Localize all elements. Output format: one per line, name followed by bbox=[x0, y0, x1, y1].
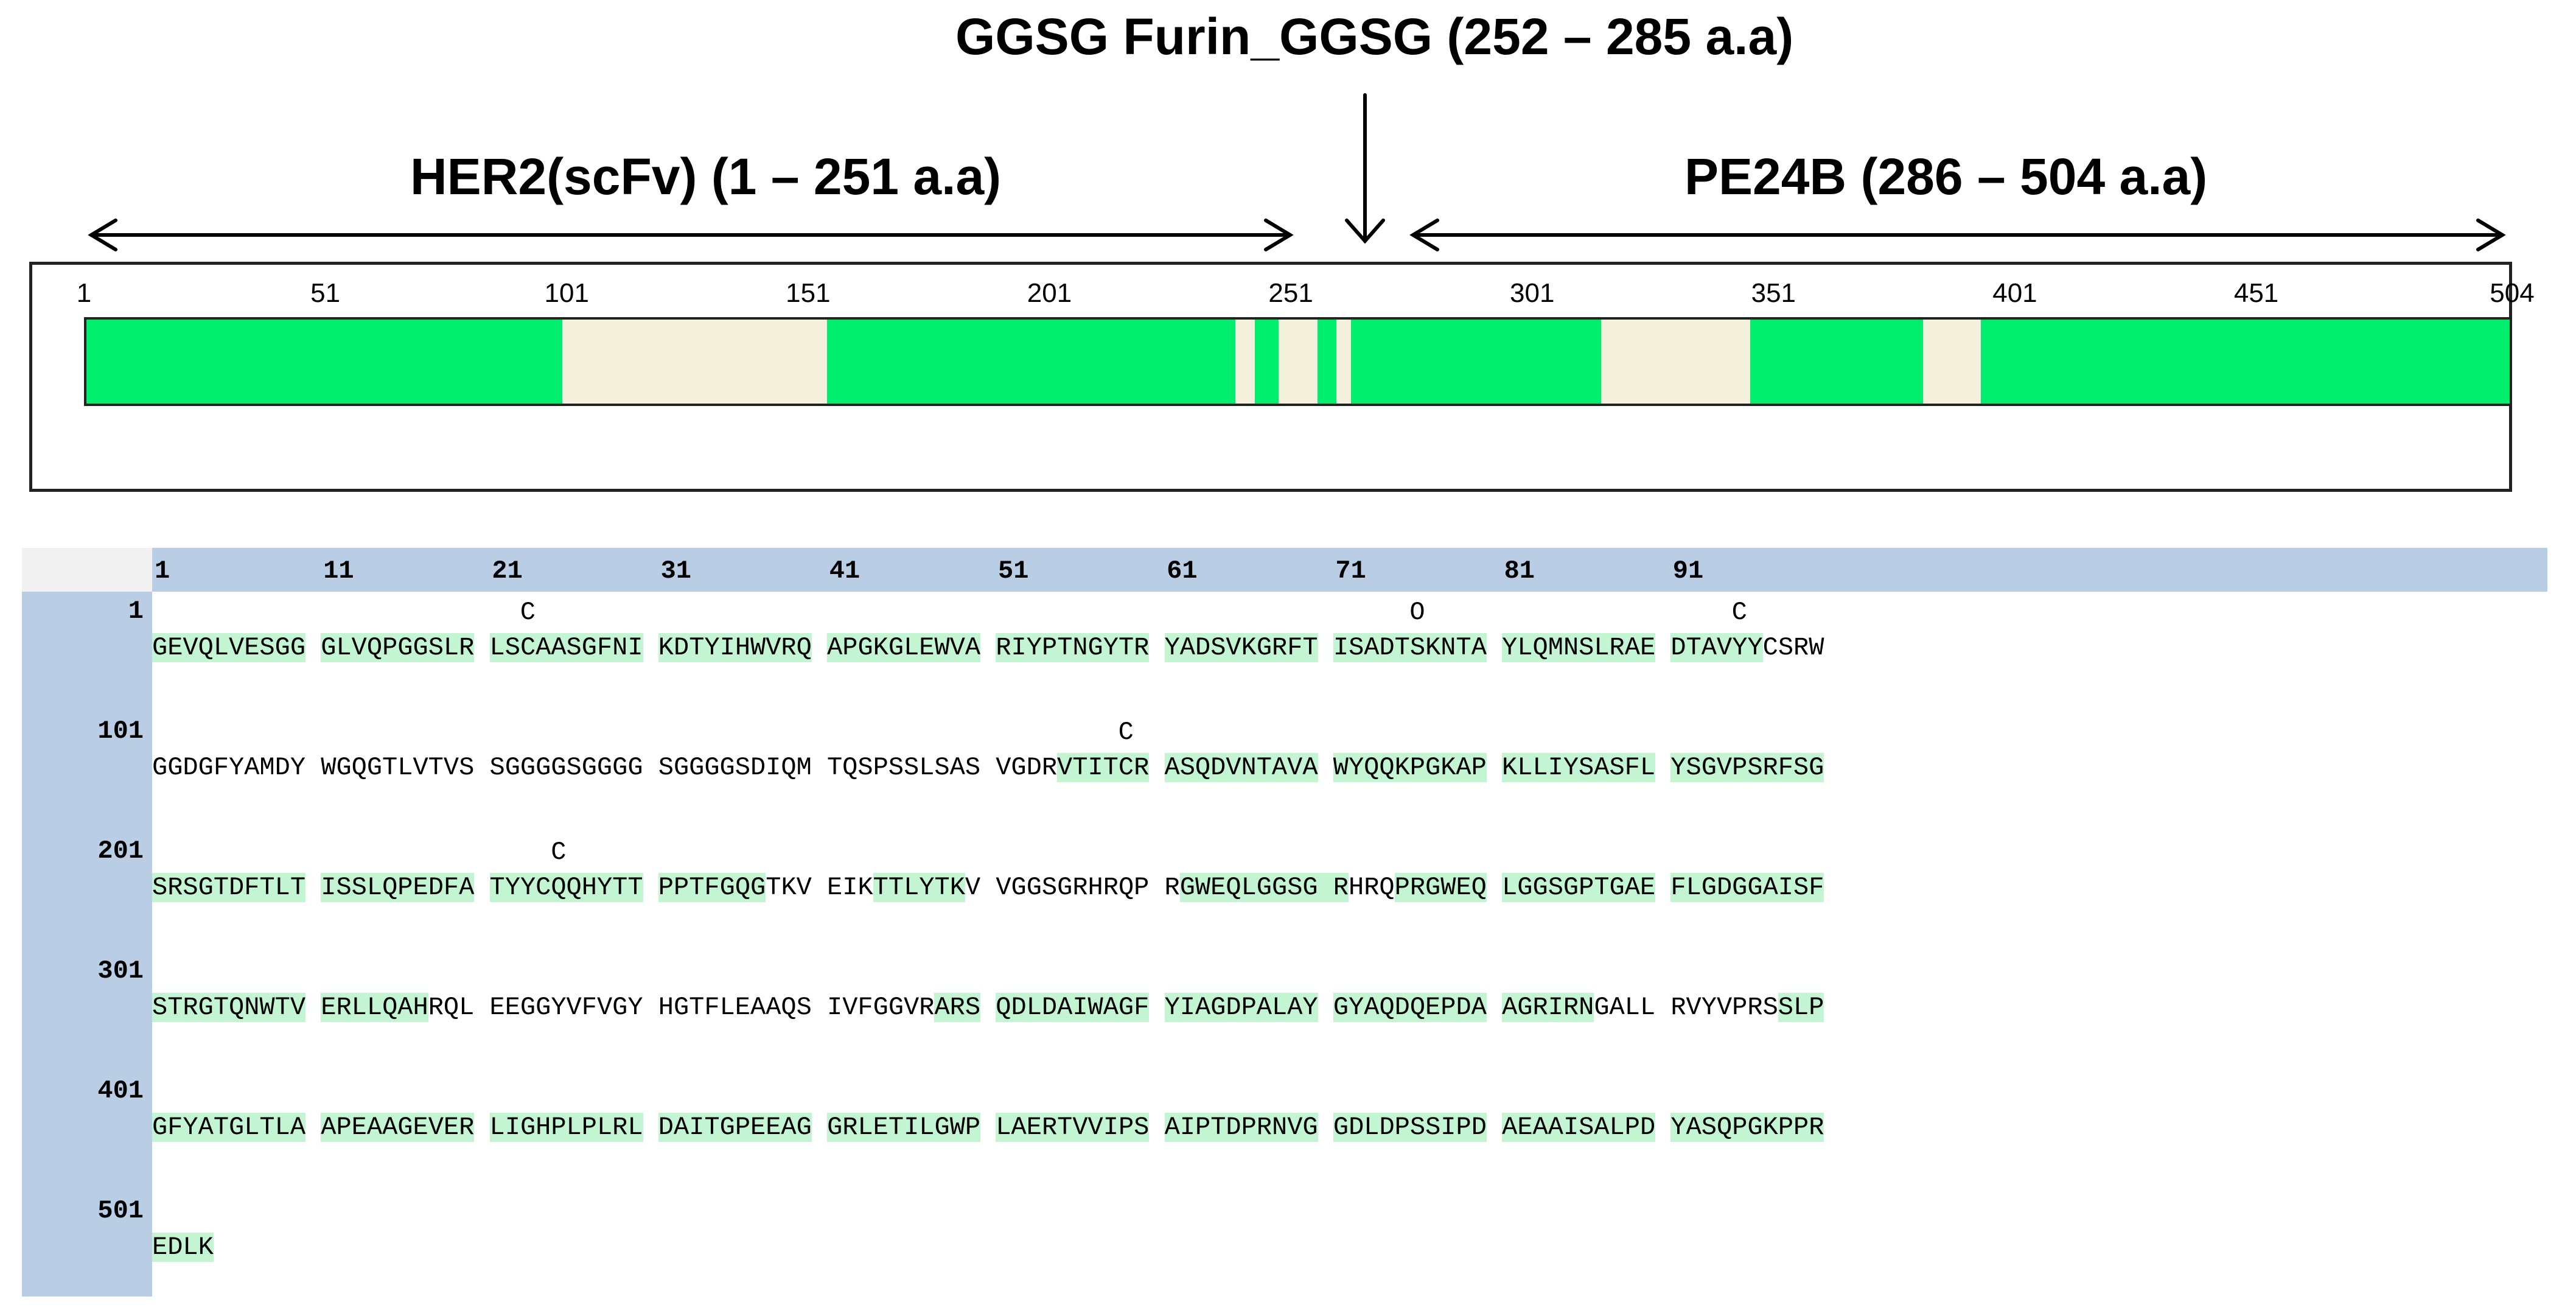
structured-segment: LIGHPLPLRL bbox=[489, 1113, 643, 1142]
structured-segment: GLVQPGGSLR bbox=[321, 633, 475, 662]
unstructured-region bbox=[1923, 320, 1981, 404]
structured-segment: VTITCR bbox=[1057, 753, 1150, 782]
structured-segment: AEAAISALPD bbox=[1502, 1113, 1656, 1142]
column-number: 91 bbox=[1672, 556, 1704, 586]
sequence-row: EDLK bbox=[152, 1229, 214, 1266]
column-number: 21 bbox=[492, 556, 523, 586]
structured-segment: WYQQKPGKAP bbox=[1333, 753, 1487, 782]
structured-segment: GWEQLGGSG R bbox=[1179, 873, 1349, 902]
her2-title: HER2(scFv) (1 – 251 a.a) bbox=[410, 148, 1002, 205]
structured-segment: QDLDAIWAGF bbox=[996, 993, 1150, 1022]
structured-segment: YLQMNSLRAE bbox=[1502, 633, 1656, 662]
map-tick-251: 251 bbox=[1268, 278, 1313, 308]
structured-segment: GDLDPSSIPD bbox=[1333, 1113, 1487, 1142]
sequence-row: STRGTQNWTV ERLLQAHRQL EEGGYVFVGY HGTFLEA… bbox=[152, 993, 1824, 1022]
structured-segment: PRGWEQ bbox=[1394, 873, 1487, 902]
structured-segment: ISADTSKNTA bbox=[1333, 633, 1487, 662]
row-number: 201 bbox=[97, 836, 144, 866]
domain-arrows bbox=[88, 93, 2506, 251]
map-tick-401: 401 bbox=[1992, 278, 2037, 308]
column-number-header: 1 11 21 31 41 51 61 71 81 91 bbox=[152, 548, 2547, 592]
structured-segment: GYAQDQEPDA bbox=[1333, 993, 1487, 1022]
map-tick-1: 1 bbox=[76, 278, 92, 308]
column-number: 81 bbox=[1504, 556, 1535, 586]
structured-segment: SLP bbox=[1778, 993, 1824, 1022]
map-tick-101: 101 bbox=[544, 278, 589, 308]
structure-map: 1 51 101 151 201 251 301 351 401 451 504 bbox=[29, 262, 2535, 492]
map-tick-151: 151 bbox=[786, 278, 831, 308]
unstructured-region bbox=[1336, 320, 1351, 404]
unstructured-region bbox=[1235, 320, 1255, 404]
structured-segment: PPTFGQG bbox=[658, 873, 766, 902]
cysteine-marker: C bbox=[551, 838, 567, 867]
structured-segment: KLLIYSASFL bbox=[1502, 753, 1656, 782]
row-number: 1 bbox=[128, 597, 144, 626]
column-number: 11 bbox=[323, 556, 354, 586]
map-tick-451: 451 bbox=[2233, 278, 2279, 308]
structured-segment: YASQPGKPPR bbox=[1670, 1113, 1824, 1142]
map-tick-51: 51 bbox=[310, 278, 341, 308]
structured-segment: ASQDVNTAVA bbox=[1164, 753, 1318, 782]
sequence-row: GFYATGLTLA APEAAGEVER LIGHPLPLRL DAITGPE… bbox=[152, 1109, 1824, 1146]
sequence-row: SRSGTDFTLT ISSLQPEDFA TYYCQQHYTT PPTFGQG… bbox=[152, 873, 1824, 902]
residue-marker: O bbox=[1409, 598, 1425, 627]
column-number: 31 bbox=[660, 556, 692, 586]
unstructured-region bbox=[1600, 320, 1750, 404]
structured-segment: LGGSGPTGAE bbox=[1502, 873, 1656, 902]
column-number: 51 bbox=[998, 556, 1029, 586]
structured-segment: DTAVYY bbox=[1670, 633, 1763, 662]
structured-segment: LSCAASGFNI bbox=[489, 633, 643, 662]
sequence-row: GEVQLVESGG GLVQPGGSLR LSCAASGFNI KDTYIHW… bbox=[152, 633, 1824, 662]
structured-segment: ARS bbox=[934, 993, 981, 1022]
structured-segment: YIAGDPALAY bbox=[1164, 993, 1318, 1022]
row-number: 401 bbox=[97, 1076, 144, 1105]
structured-segment: APGKGLEWVA bbox=[827, 633, 981, 662]
structured-segment: LAERTVVIPS bbox=[996, 1113, 1150, 1142]
column-number: 61 bbox=[1167, 556, 1198, 586]
structured-segment: RIYPTNGYTR bbox=[996, 633, 1150, 662]
structured-segment: GEVQLVESGG bbox=[152, 633, 306, 662]
header-corner bbox=[22, 548, 152, 592]
map-tick-504: 504 bbox=[2490, 278, 2535, 308]
structured-segment: AGRIRN bbox=[1502, 993, 1594, 1022]
structured-segment: GRLETILGWP bbox=[827, 1113, 981, 1142]
structured-segment: YSGVPSRFSG bbox=[1670, 753, 1824, 782]
sequence-row: GGDGFYAMDY WGQGTLVTVS SGGGGSGGGG SGGGGSD… bbox=[152, 753, 1824, 782]
linker-title: GGSG Furin_GGSG (252 – 285 a.a) bbox=[955, 8, 1794, 65]
column-number: 71 bbox=[1335, 556, 1366, 586]
sequence-track bbox=[84, 317, 2512, 406]
structured-segment: AIPTDPRNVG bbox=[1164, 1113, 1318, 1142]
row-number: 501 bbox=[97, 1196, 144, 1225]
row-number: 101 bbox=[97, 716, 144, 746]
map-tick-201: 201 bbox=[1027, 278, 1072, 308]
structured-segment: EDLK bbox=[152, 1233, 214, 1262]
structured-segment: YADSVKGRFT bbox=[1164, 633, 1318, 662]
structured-segment: TTLYTK bbox=[873, 873, 965, 902]
structured-segment: ISSLQPEDFA bbox=[321, 873, 475, 902]
structured-segment: STRGTQNWTV bbox=[152, 993, 306, 1022]
map-tick-301: 301 bbox=[1510, 278, 1555, 308]
column-number: 41 bbox=[829, 556, 860, 586]
structured-segment: KDTYIHWVRQ bbox=[658, 633, 812, 662]
structured-segment: SRSGTDFTLT bbox=[152, 873, 306, 902]
unstructured-region bbox=[562, 320, 827, 404]
row-number: 301 bbox=[97, 956, 144, 986]
map-tick-351: 351 bbox=[1751, 278, 1796, 308]
structured-segment: TYYCQQHYTT bbox=[489, 873, 643, 902]
structured-segment: GFYATGLTLA bbox=[152, 1113, 306, 1142]
structured-segment: APEAAGEVER bbox=[321, 1113, 475, 1142]
pe24b-title: PE24B (286 – 504 a.a) bbox=[1684, 148, 2208, 205]
row-number-header: 1 101 201 301 401 501 bbox=[22, 592, 152, 1297]
structured-segment: ERLLQAH bbox=[321, 993, 428, 1022]
sequence-panel: 1 11 21 31 41 51 61 71 81 91 1 101 201 301 401 501 GEV… bbox=[22, 548, 2547, 1297]
cysteine-marker: C bbox=[1118, 718, 1134, 747]
cysteine-marker: C bbox=[520, 598, 536, 627]
structured-segment: DAITGPEEAG bbox=[658, 1113, 812, 1142]
unstructured-region bbox=[1279, 320, 1318, 404]
cysteine-marker: C bbox=[1731, 598, 1747, 627]
column-number: 1 bbox=[155, 556, 170, 586]
structured-segment: FLGDGGAISF bbox=[1670, 873, 1824, 902]
